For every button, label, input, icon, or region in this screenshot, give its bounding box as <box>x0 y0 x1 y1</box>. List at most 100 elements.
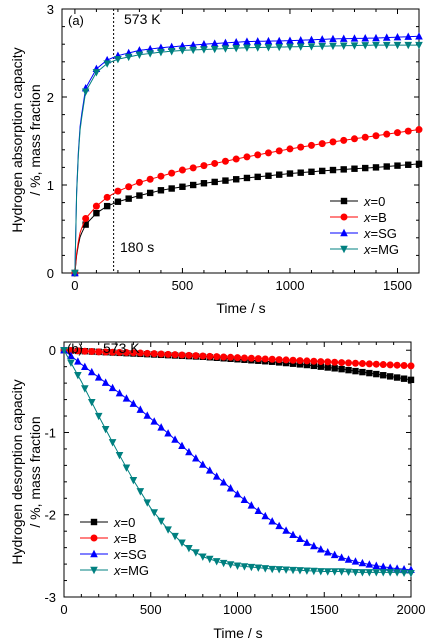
legend-label-suffix: =B <box>121 531 137 546</box>
data-point <box>344 555 353 563</box>
data-point <box>407 362 415 370</box>
data-point <box>365 560 374 568</box>
data-point <box>247 354 255 362</box>
data-point <box>358 569 367 577</box>
y-tick-label-b: -3 <box>44 590 56 605</box>
data-point <box>185 351 193 359</box>
data-point <box>323 568 332 576</box>
data-point <box>303 361 311 369</box>
data-point <box>167 48 176 56</box>
data-point <box>275 147 283 155</box>
data-point <box>67 351 75 360</box>
y-tick-label-a: 3 <box>47 2 54 17</box>
data-point <box>372 569 381 577</box>
data-point <box>318 35 327 43</box>
data-point <box>386 563 394 571</box>
data-point <box>265 172 272 179</box>
data-point <box>219 478 228 486</box>
data-point <box>206 352 214 360</box>
data-point <box>340 166 347 173</box>
x-tick-label-b: 1500 <box>310 602 339 617</box>
legend-marker <box>90 549 98 558</box>
data-point <box>338 359 346 367</box>
data-point <box>337 568 346 576</box>
data-point <box>211 159 219 167</box>
x-tick-label-a: 0 <box>71 278 78 293</box>
plot-frame-a <box>61 8 420 274</box>
legend-label-suffix: =0 <box>371 194 386 209</box>
legend-b: x=0x=Bx=SGx=MG <box>80 515 149 578</box>
data-point <box>94 373 103 381</box>
data-point <box>199 352 207 360</box>
legend-label-var: x <box>363 210 371 225</box>
data-point <box>323 548 332 556</box>
data-point <box>240 495 249 503</box>
data-point <box>253 44 262 52</box>
data-point <box>122 349 130 357</box>
legend-label: x=MG <box>363 242 399 257</box>
data-point <box>415 160 423 168</box>
data-point <box>247 501 256 509</box>
data-point <box>213 353 221 361</box>
data-point <box>171 435 179 443</box>
data-point <box>103 202 111 210</box>
data-point <box>157 517 165 526</box>
x-tick-label-b: 2000 <box>397 602 426 617</box>
data-point <box>222 177 229 184</box>
data-point <box>81 347 89 355</box>
y-tick-label-b: 0 <box>49 343 56 358</box>
data-point <box>351 165 358 172</box>
data-point <box>317 363 324 370</box>
data-point <box>136 488 145 496</box>
data-point <box>303 357 311 365</box>
data-point <box>296 357 304 365</box>
data-point <box>361 34 370 42</box>
legend-label-var: x <box>363 242 371 257</box>
data-point <box>227 353 235 361</box>
data-point <box>81 362 89 371</box>
data-point <box>310 362 318 370</box>
data-point <box>210 39 219 47</box>
data-point <box>318 140 326 148</box>
legend-a: x=0x=Bx=SGx=MG <box>330 194 399 257</box>
data-point <box>114 198 122 205</box>
data-point <box>157 423 165 431</box>
data-point <box>359 368 366 376</box>
data-point <box>254 151 262 159</box>
data-point <box>178 47 187 55</box>
data-point <box>393 41 402 50</box>
data-point <box>108 439 117 447</box>
data-point <box>192 454 200 462</box>
data-point <box>261 355 269 363</box>
data-point <box>316 545 325 553</box>
data-point <box>81 88 90 96</box>
data-point <box>87 367 96 376</box>
y-axis-title-line2-b: / %, mass fraction <box>27 416 43 527</box>
temperature-annotation-a: 573 K <box>124 11 161 27</box>
data-point <box>379 569 388 577</box>
legend-label-suffix: =MG <box>121 563 150 578</box>
data-point <box>114 55 122 64</box>
data-point <box>379 562 388 570</box>
legend-label-suffix: =0 <box>121 515 136 530</box>
data-point <box>275 521 283 530</box>
data-point <box>282 566 290 574</box>
data-point <box>286 170 294 177</box>
data-point <box>365 360 373 368</box>
data-point <box>310 567 318 576</box>
data-point <box>74 347 82 355</box>
data-point <box>93 209 100 217</box>
legend-label: x=SG <box>113 547 147 562</box>
data-point <box>303 538 311 546</box>
panel-label-b: (b) <box>67 341 83 356</box>
data-point <box>254 173 261 181</box>
x-tick-label-a: 1500 <box>383 278 412 293</box>
data-point <box>164 526 172 534</box>
data-point <box>116 348 124 356</box>
data-point <box>232 38 240 46</box>
data-point <box>221 45 230 53</box>
data-point <box>233 489 242 498</box>
y-tick-label-a: 2 <box>47 90 54 105</box>
